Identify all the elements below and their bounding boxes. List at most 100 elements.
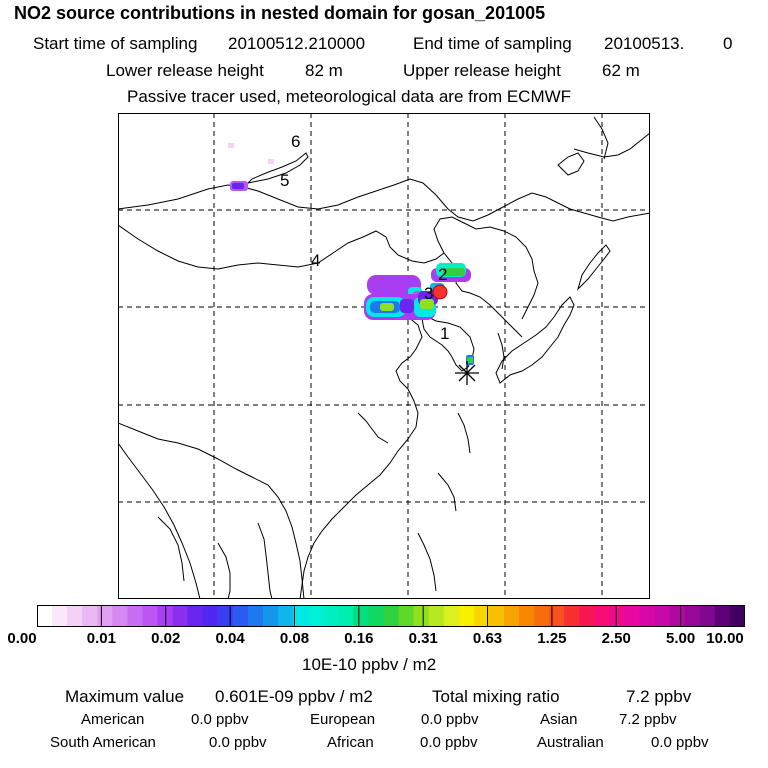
colorbar-cell (488, 605, 505, 627)
colorbar-cell (187, 605, 204, 627)
colorbar-label: 0.08 (279, 630, 310, 647)
graticule (118, 113, 650, 599)
colorbar-cell (549, 605, 565, 627)
colorbar-label: 0.16 (344, 630, 374, 647)
colorbar-cell (729, 605, 745, 627)
colorbar-label: 0.04 (215, 630, 245, 647)
colorbar-cell (413, 605, 430, 627)
colorbar-cell (353, 605, 369, 627)
map-frame (118, 113, 650, 599)
colorbar-cell (564, 605, 580, 627)
colorbar-cell (67, 605, 83, 627)
colorbar-label: 0.00 (7, 630, 37, 647)
coastlines (118, 116, 650, 599)
marker-1: 1 (440, 324, 449, 343)
marker-5: 5 (280, 171, 289, 190)
colorbar-cell (473, 605, 490, 627)
colorbar-cell (579, 605, 595, 627)
marker-4: 4 (311, 251, 320, 270)
colorbar-cell (609, 605, 626, 627)
total-mixing-label: Total mixing ratio (432, 687, 560, 706)
region-name: Australian (537, 734, 604, 751)
colorbar-cell (323, 605, 339, 627)
region-name: Asian (540, 711, 578, 728)
lower-height-value: 82 m (305, 61, 343, 80)
red-dot-icon (432, 284, 448, 300)
colorbar-label: 2.50 (601, 630, 631, 647)
colorbar-cell (202, 605, 219, 627)
colorbar-label: 1.25 (537, 630, 567, 647)
colorbar-cell (654, 605, 671, 627)
region-name: European (310, 711, 376, 728)
end-time-label: End time of sampling (413, 34, 572, 53)
colorbar-cell (684, 605, 701, 627)
colorbar-cell (52, 605, 68, 627)
plume-blob (228, 143, 234, 148)
plume-blob (367, 275, 421, 295)
plume-blob (443, 268, 465, 276)
region-value: 0.0 ppbv (191, 711, 249, 728)
plume-blob (467, 357, 473, 363)
colorbar-cell (368, 605, 385, 627)
asterisk-icon (455, 361, 479, 385)
start-time-label: Start time of sampling (33, 34, 198, 53)
lower-height-label: Lower release height (106, 61, 264, 80)
region-value: 0.0 ppbv (209, 734, 267, 751)
colorbar-cell (458, 605, 475, 627)
colorbar-cell (383, 605, 400, 627)
colorbar-cell (443, 605, 460, 627)
colorbar-cell (82, 605, 98, 627)
colorbar-cell (217, 605, 234, 627)
end-time-value: 20100513. (604, 34, 685, 53)
upper-height-value: 62 m (602, 61, 640, 80)
region-name: South American (50, 734, 156, 751)
figure-title: NO2 source contributions in nested domai… (14, 3, 546, 23)
map-panel: 6 5 4 3 2 1 (118, 113, 650, 599)
colorbar-cell (97, 605, 113, 627)
colorbar-label: 0.63 (472, 630, 503, 647)
colorbar-frame (37, 605, 745, 627)
colorbar-cell (338, 605, 354, 627)
region-name: American (81, 711, 145, 728)
colorbar-cell (519, 605, 535, 627)
colorbar-cell (112, 605, 128, 627)
main-plume (364, 291, 438, 320)
colorbar-cell (714, 605, 731, 627)
colorbar-cell (428, 605, 445, 627)
colorbar-cell (262, 605, 279, 627)
region-name: African (327, 734, 374, 751)
colorbar-cell (594, 605, 611, 627)
region-value: 0.0 ppbv (421, 711, 479, 728)
marker-2: 2 (438, 265, 447, 284)
method-note: Passive tracer used, meteorological data… (127, 87, 572, 106)
max-value: 0.601E-09 ppbv / m2 (215, 687, 373, 706)
colorbar-cell (669, 605, 686, 627)
region-value: 0.0 ppbv (651, 734, 709, 751)
colorbar-cell (127, 605, 144, 627)
marker-6: 6 (291, 132, 300, 151)
colorbar-cell (247, 605, 264, 627)
max-value-label: Maximum value (65, 687, 185, 706)
colorbar-label: 5.00 (666, 630, 696, 647)
colorbar-cell (398, 605, 415, 627)
colorbar (37, 605, 745, 627)
marker-3: 3 (424, 284, 433, 303)
colorbar-cell (624, 605, 641, 627)
plume-blob (232, 183, 244, 189)
colorbar-cell (534, 605, 550, 627)
end-time-suffix: 0 (723, 34, 733, 53)
colorbar-cell (232, 605, 249, 627)
region-value: 0.0 ppbv (420, 734, 478, 751)
colorbar-label: 0.31 (408, 630, 438, 647)
region-value: 7.2 ppbv (619, 711, 677, 728)
colorbar-label: 0.01 (86, 630, 116, 647)
upper-height-label: Upper release height (403, 61, 561, 80)
colorbar-cell (142, 605, 159, 627)
colorbar-cell (503, 605, 520, 627)
total-mixing-value: 7.2 ppbv (626, 687, 692, 706)
colorbar-label: 10.00 (706, 630, 744, 647)
colorbar-cell (37, 605, 53, 627)
colorbar-cell (278, 605, 294, 627)
colorbar-cell (699, 605, 716, 627)
colorbar-cell (293, 605, 309, 627)
